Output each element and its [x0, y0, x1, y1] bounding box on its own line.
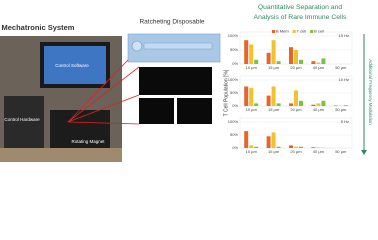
x-tick-label: 20 μm: [290, 65, 302, 70]
bar: [254, 59, 259, 64]
label: Control Hardware: [4, 117, 40, 122]
x-tick-label: 50 μm: [335, 65, 347, 70]
bar: [311, 61, 316, 64]
bar: [249, 87, 254, 106]
x-tick-label: 10 μm: [246, 65, 258, 70]
side-note: Additional Frequency Modulation: [368, 59, 373, 125]
bar: [311, 104, 316, 106]
left-title: Mechatronic System: [2, 23, 75, 32]
bar: [294, 90, 298, 106]
bar: [294, 146, 298, 148]
y-tick-label: 50%: [230, 132, 238, 137]
monitor-screen: [44, 46, 106, 84]
y-tick-label: 50%: [230, 47, 238, 52]
y-axis-label: T Cell Population [%]: [223, 69, 229, 116]
y-tick-label: 0%: [232, 61, 238, 66]
bar: [299, 59, 303, 64]
x-tick-label: 10 μm: [246, 149, 258, 154]
y-tick-label: 100%: [228, 119, 239, 124]
bar: [254, 146, 259, 148]
bar: [311, 147, 316, 148]
bar: [271, 40, 276, 64]
magnet-unit: [50, 110, 110, 150]
bar: [299, 146, 303, 148]
bar: [244, 86, 249, 106]
legend-swatch: [272, 30, 275, 33]
bar: [244, 131, 249, 148]
x-tick-label: 20 μm: [290, 107, 302, 112]
bar: [266, 136, 271, 148]
x-tick-label: 15 μm: [268, 149, 280, 154]
x-tick-label: 40 μm: [313, 65, 325, 70]
y-tick-label: 0%: [232, 145, 238, 150]
table: [0, 148, 122, 162]
bar: [249, 145, 254, 148]
right-title: Quantitative Separation and: [258, 4, 342, 11]
bar: [321, 100, 326, 106]
bar: [316, 103, 321, 106]
x-tick-label: 15 μm: [268, 107, 280, 112]
annotation: 15 Hz: [339, 33, 349, 38]
connector-lines: [67, 59, 140, 125]
micrograph: [177, 98, 212, 124]
x-tick-label: 40 μm: [313, 149, 325, 154]
bar: [299, 100, 303, 106]
bar: [271, 86, 276, 106]
plot-frame: [239, 117, 353, 149]
micrograph: [139, 98, 174, 124]
bar: [276, 146, 281, 148]
micrograph: [139, 67, 212, 95]
label: Control Software: [55, 63, 89, 68]
legend-swatch: [310, 30, 314, 33]
y-tick-label: 0%: [232, 103, 238, 108]
right-title: Analysis of Rare Immune Cells: [254, 14, 348, 21]
bar: [266, 52, 271, 64]
annotation: 10 Hz: [339, 77, 349, 82]
legend-swatch: [292, 30, 296, 33]
hardware-box: [4, 96, 44, 148]
bar: [343, 105, 348, 106]
legend-label: B Mem: [276, 29, 289, 34]
bar: [333, 105, 338, 106]
y-tick-label: 100%: [228, 33, 239, 38]
chip-port: [131, 40, 143, 52]
bar: [276, 61, 281, 64]
x-tick-label: 50 μm: [335, 107, 347, 112]
bar: [271, 132, 276, 148]
y-tick-label: 100%: [228, 77, 239, 82]
bar: [294, 50, 298, 64]
side-arrow-head: [361, 150, 367, 155]
bar: [249, 44, 254, 64]
label: Rotating Magnet: [71, 139, 105, 144]
chip-channel: [143, 42, 213, 50]
bar: [316, 147, 321, 148]
bar: [321, 58, 326, 64]
legend-label: T cell: [297, 29, 307, 34]
graphical-abstract: Mechatronic System Control Software Cont…: [0, 4, 373, 162]
bar: [276, 103, 281, 106]
bar: [289, 145, 293, 148]
x-tick-label: 40 μm: [313, 107, 325, 112]
bar: [316, 62, 321, 64]
x-tick-label: 20 μm: [290, 149, 302, 154]
legend-label: B cell: [314, 29, 324, 34]
middle-title: Ratcheting Disposable: [139, 19, 204, 26]
bar: [244, 40, 249, 64]
x-tick-label: 10 μm: [246, 107, 258, 112]
x-tick-label: 50 μm: [335, 149, 347, 154]
bar: [289, 47, 293, 64]
bar: [254, 103, 259, 106]
annotation: 5 Hz: [341, 119, 349, 124]
x-tick-label: 15 μm: [268, 65, 280, 70]
bar: [266, 95, 271, 106]
y-tick-label: 50%: [230, 90, 238, 95]
bar: [289, 103, 293, 106]
